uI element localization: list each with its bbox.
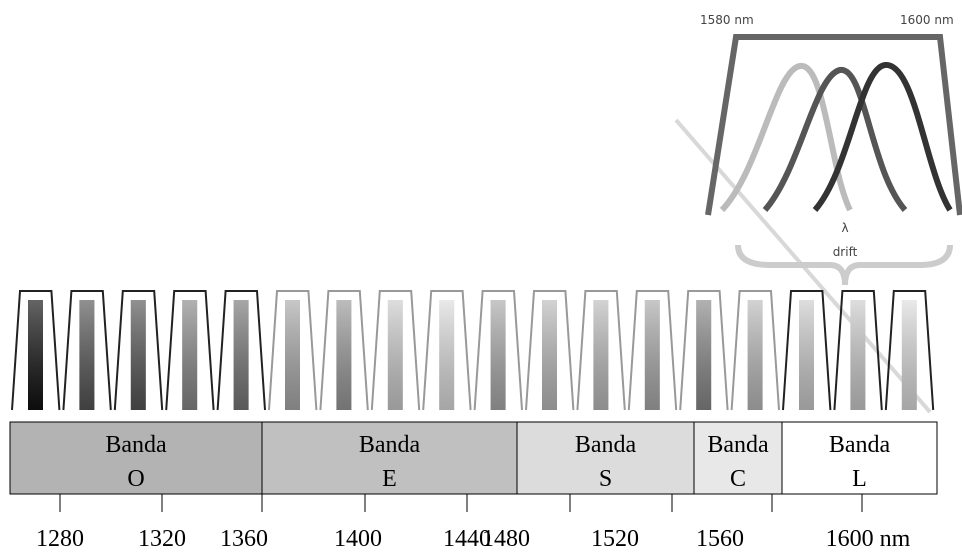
filter-bar-shade <box>902 300 917 410</box>
band-label: Banda <box>105 432 167 458</box>
tick-label: 1560 <box>696 526 744 552</box>
filter-bar-shade <box>696 300 711 410</box>
inset-label: 1600 nm <box>900 13 954 27</box>
band-label: Banda <box>575 432 637 458</box>
filters <box>12 291 933 410</box>
tick-label: 1400 <box>334 526 382 552</box>
filter-bar-shade <box>79 300 94 410</box>
filter-bar-shade <box>285 300 300 410</box>
tick-label: 1320 <box>138 526 186 552</box>
band-label: S <box>599 466 612 492</box>
filter-bar-shade <box>28 300 43 410</box>
inset-symbol: λ <box>841 221 848 235</box>
tick-label: 1600 nm <box>826 526 911 552</box>
band-label: E <box>382 466 397 492</box>
filter-bar-shade <box>593 300 608 410</box>
filter-bar-shade <box>131 300 146 410</box>
inset-curve <box>815 65 950 210</box>
filter-bar-shade <box>491 300 506 410</box>
filter-bar-shade <box>388 300 403 410</box>
inset-label: 1580 nm <box>700 13 754 27</box>
band-label: O <box>127 466 144 492</box>
band-label: Banda <box>359 432 421 458</box>
band-label: L <box>852 466 867 492</box>
band-label: C <box>730 466 746 492</box>
filter-bar-shade <box>182 300 197 410</box>
filter-bar-shade <box>542 300 557 410</box>
filter-bar-shade <box>850 300 865 410</box>
filter-bar-shade <box>799 300 814 410</box>
filter-bar-shade <box>645 300 660 410</box>
tick-label: 1280 <box>36 526 84 552</box>
inset-curve <box>765 70 905 210</box>
filter-bar-shade <box>748 300 763 410</box>
tick-label: 1360 <box>220 526 268 552</box>
tick-label: 1480 <box>482 526 530 552</box>
band-label: Banda <box>707 432 769 458</box>
diagram: 1580 nm 1600 nm λ drift BandaOBandaEBand… <box>0 0 962 555</box>
inset-caption: drift <box>833 245 858 259</box>
filter-bar-shade <box>439 300 454 410</box>
tick-label: 1520 <box>591 526 639 552</box>
filter-bar-shade <box>234 300 249 410</box>
band-label: Banda <box>829 432 891 458</box>
bands: Banda O Banda E Banda S Banda C Banda L <box>10 422 937 494</box>
filter-bar-shade <box>336 300 351 410</box>
